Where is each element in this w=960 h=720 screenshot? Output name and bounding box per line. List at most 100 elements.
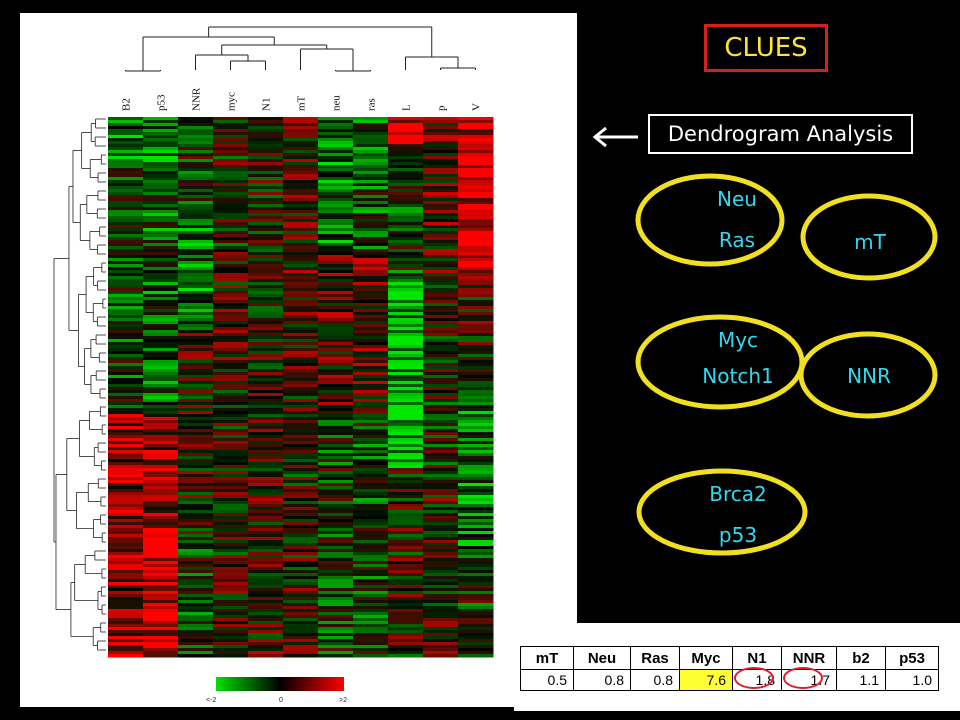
heatmap-cell [353, 477, 389, 481]
heatmap-cell [213, 138, 249, 142]
heatmap-cell [423, 555, 459, 559]
heatmap-cell [318, 198, 354, 202]
heatmap-cell [353, 504, 389, 508]
heatmap-cell [178, 651, 214, 655]
heatmap-cell [458, 450, 494, 454]
heatmap-cell [248, 525, 284, 529]
heatmap-cell [458, 534, 494, 538]
heatmap-cell [108, 435, 144, 439]
heatmap-cell [143, 270, 179, 274]
heatmap-cell [423, 447, 459, 451]
heatmap-cell [318, 375, 354, 379]
heatmap-cell [318, 309, 354, 313]
heatmap-cell [248, 576, 284, 580]
heatmap-cell [388, 528, 424, 532]
heatmap-cell [423, 429, 459, 433]
heatmap-cell [213, 279, 249, 283]
heatmap-cell [423, 243, 459, 247]
heatmap-cell [353, 279, 389, 283]
heatmap-cell [108, 345, 144, 349]
heatmap-cell [143, 636, 179, 640]
heatmap-cell [283, 405, 319, 409]
heatmap-cell [458, 579, 494, 583]
heatmap-cell [388, 477, 424, 481]
heatmap-cell [318, 171, 354, 175]
heatmap-cell [423, 348, 459, 352]
column-label: p [436, 105, 448, 111]
heatmap-cell [283, 579, 319, 583]
heatmap-cell [143, 648, 179, 652]
heatmap-cell [213, 219, 249, 223]
heatmap-cell [143, 405, 179, 409]
heatmap-cell [318, 144, 354, 148]
heatmap-cell [283, 195, 319, 199]
heatmap-cell [248, 135, 284, 139]
heatmap-cell [143, 561, 179, 565]
heatmap-cell [108, 300, 144, 304]
heatmap-cell [248, 252, 284, 256]
heatmap-cell [423, 411, 459, 415]
heatmap-cell [283, 561, 319, 565]
heatmap-cell [248, 300, 284, 304]
heatmap-cell [283, 324, 319, 328]
heatmap-cell [388, 351, 424, 355]
heatmap-cell [388, 396, 424, 400]
heatmap-cell [178, 537, 214, 541]
heatmap-cell [108, 186, 144, 190]
heatmap-cell [423, 600, 459, 604]
heatmap-cell [108, 204, 144, 208]
heatmap-cell [143, 120, 179, 124]
heatmap-cell [178, 291, 214, 295]
heatmap-cell [108, 390, 144, 394]
heatmap-cell [458, 336, 494, 340]
heatmap-cell [423, 195, 459, 199]
heatmap-cell [108, 222, 144, 226]
heatmap-cell [458, 261, 494, 265]
heatmap-cell [283, 378, 319, 382]
heatmap-cell [318, 120, 354, 124]
heatmap-cell [388, 135, 424, 139]
slide-title: CLUES [704, 24, 828, 72]
heatmap-cell [178, 219, 214, 223]
heatmap-cell [283, 300, 319, 304]
heatmap-cell [423, 651, 459, 655]
heatmap-cell [353, 300, 389, 304]
heatmap-cell [108, 399, 144, 403]
heatmap-cell [248, 165, 284, 169]
heatmap-cell [318, 630, 354, 634]
heatmap-cell [458, 396, 494, 400]
heatmap-cell [353, 486, 389, 490]
heatmap-cell [108, 306, 144, 310]
heatmap-cell [248, 186, 284, 190]
heatmap-cell [178, 654, 214, 658]
heatmap-cell [178, 339, 214, 343]
heatmap-cell [423, 585, 459, 589]
heatmap-cell [143, 606, 179, 610]
heatmap-cell [353, 201, 389, 205]
heatmap-cell [458, 345, 494, 349]
heatmap-cell [108, 549, 144, 553]
heatmap-cell [353, 612, 389, 616]
heatmap-cell [108, 318, 144, 322]
heatmap-cell [388, 288, 424, 292]
heatmap-cell [213, 426, 249, 430]
column-label: ras [366, 98, 378, 111]
heatmap-cell [458, 501, 494, 505]
heatmap-cell [283, 507, 319, 511]
heatmap-cell [388, 156, 424, 160]
heatmap-cell [423, 390, 459, 394]
heatmap-cell [178, 474, 214, 478]
heatmap-cell [423, 234, 459, 238]
heatmap-cell [423, 531, 459, 535]
heatmap-cell [213, 615, 249, 619]
heatmap-cell [353, 645, 389, 649]
heatmap-cell [178, 552, 214, 556]
heatmap-cell [248, 156, 284, 160]
summary-table-panel: mT Neu Ras Myc N1 NNR b2 p53 0.5 0.8 0.8… [514, 623, 960, 711]
heatmap-cell [108, 597, 144, 601]
heatmap-cell [423, 312, 459, 316]
heatmap-cell [458, 597, 494, 601]
heatmap-cell [213, 180, 249, 184]
heatmap-cell [423, 444, 459, 448]
heatmap-cell [423, 345, 459, 349]
